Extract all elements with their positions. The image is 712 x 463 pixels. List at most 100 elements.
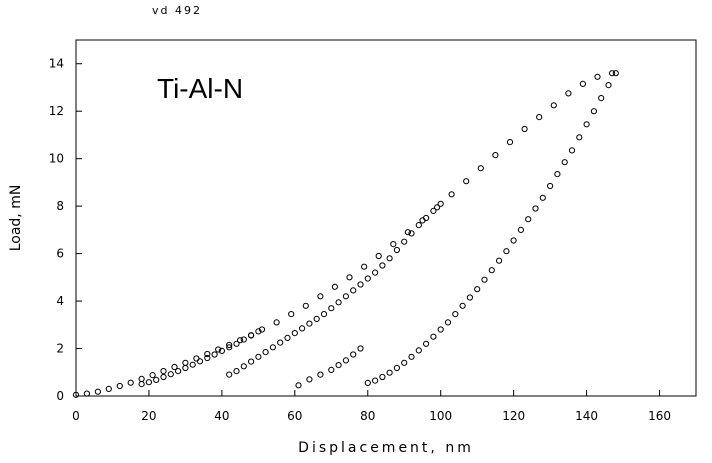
plot-frame bbox=[75, 39, 697, 397]
data-point bbox=[167, 371, 174, 378]
data-point bbox=[193, 355, 200, 362]
x-tick-label: 0 bbox=[72, 409, 80, 423]
data-point bbox=[248, 332, 255, 339]
data-point bbox=[204, 350, 211, 358]
data-point bbox=[175, 368, 182, 375]
data-point bbox=[262, 349, 269, 356]
data-point bbox=[492, 152, 499, 159]
data-point bbox=[269, 344, 276, 351]
data-point bbox=[189, 361, 196, 368]
data-point bbox=[364, 275, 371, 282]
data-point bbox=[105, 385, 112, 392]
data-point bbox=[477, 165, 484, 172]
data-point bbox=[598, 95, 605, 102]
data-point bbox=[196, 358, 204, 365]
data-point bbox=[149, 372, 156, 379]
data-point bbox=[503, 248, 510, 255]
data-point bbox=[605, 82, 612, 89]
x-tick-label: 100 bbox=[429, 409, 452, 423]
data-point bbox=[372, 377, 379, 384]
data-point bbox=[444, 319, 452, 326]
data-point bbox=[393, 246, 400, 254]
data-point bbox=[335, 299, 342, 306]
data-point bbox=[430, 333, 437, 340]
data-point bbox=[386, 255, 393, 262]
data-point bbox=[240, 363, 247, 370]
data-point bbox=[361, 263, 368, 270]
y-tick-label: 10 bbox=[49, 152, 64, 166]
data-point bbox=[226, 344, 233, 351]
data-point bbox=[583, 121, 590, 128]
data-point bbox=[342, 357, 349, 364]
x-tick-label: 160 bbox=[648, 409, 671, 423]
data-point bbox=[452, 311, 459, 318]
data-point bbox=[579, 80, 587, 88]
data-point bbox=[182, 364, 189, 372]
data-point bbox=[386, 369, 393, 376]
data-point bbox=[550, 102, 557, 109]
data-point bbox=[328, 305, 335, 312]
data-point bbox=[160, 368, 167, 375]
x-axis: 0 20 40 60 80 100 120 140 160 bbox=[72, 390, 671, 423]
y-axis-label: Load, mN bbox=[8, 185, 24, 252]
data-point bbox=[554, 171, 561, 178]
data-point bbox=[116, 382, 123, 390]
data-point bbox=[182, 359, 189, 366]
data-point bbox=[306, 320, 313, 327]
data-point bbox=[171, 363, 178, 371]
data-point bbox=[342, 293, 349, 300]
y-tick-label: 0 bbox=[56, 389, 64, 403]
data-point bbox=[215, 346, 222, 353]
data-point bbox=[375, 252, 382, 260]
data-point bbox=[211, 351, 218, 358]
data-point bbox=[496, 257, 503, 264]
data-point bbox=[160, 373, 167, 381]
data-point bbox=[594, 73, 601, 80]
data-point bbox=[153, 376, 160, 383]
data-point bbox=[331, 283, 338, 290]
data-point bbox=[255, 353, 262, 360]
data-point bbox=[590, 108, 598, 115]
data-point bbox=[335, 362, 342, 369]
data-point bbox=[437, 200, 444, 207]
data-point bbox=[226, 371, 233, 378]
data-point bbox=[226, 341, 233, 349]
data-point bbox=[437, 326, 444, 333]
data-point bbox=[448, 191, 455, 198]
x-tick-label: 40 bbox=[214, 409, 229, 423]
data-point bbox=[295, 382, 302, 389]
data-point bbox=[313, 315, 320, 322]
chart-title: vd 492 bbox=[152, 4, 202, 17]
data-point bbox=[72, 391, 80, 398]
data-point bbox=[127, 379, 134, 386]
data-point bbox=[466, 294, 473, 301]
data-point bbox=[258, 326, 266, 333]
y-tick-label: 4 bbox=[56, 294, 64, 308]
data-point bbox=[291, 330, 298, 337]
data-point bbox=[430, 207, 437, 214]
data-point bbox=[401, 359, 408, 366]
data-point bbox=[393, 364, 400, 372]
data-point bbox=[423, 214, 430, 222]
x-axis-label: Displacement, nm bbox=[298, 440, 474, 456]
data-point bbox=[565, 90, 572, 97]
y-tick-label: 2 bbox=[56, 342, 64, 356]
data-point bbox=[248, 358, 255, 365]
data-point bbox=[536, 114, 543, 121]
data-point bbox=[317, 371, 324, 378]
x-tick-label: 20 bbox=[141, 409, 156, 423]
data-point bbox=[510, 237, 517, 244]
data-point bbox=[255, 328, 262, 335]
x-tick-label: 60 bbox=[287, 409, 302, 423]
data-point bbox=[408, 230, 415, 237]
data-point bbox=[240, 336, 247, 343]
data-point bbox=[481, 276, 488, 283]
data-point bbox=[273, 319, 280, 326]
data-point bbox=[364, 379, 371, 386]
data-point bbox=[218, 347, 225, 354]
data-point bbox=[320, 311, 328, 318]
data-point bbox=[415, 347, 422, 354]
data-point bbox=[328, 366, 335, 373]
data-point bbox=[408, 353, 415, 360]
